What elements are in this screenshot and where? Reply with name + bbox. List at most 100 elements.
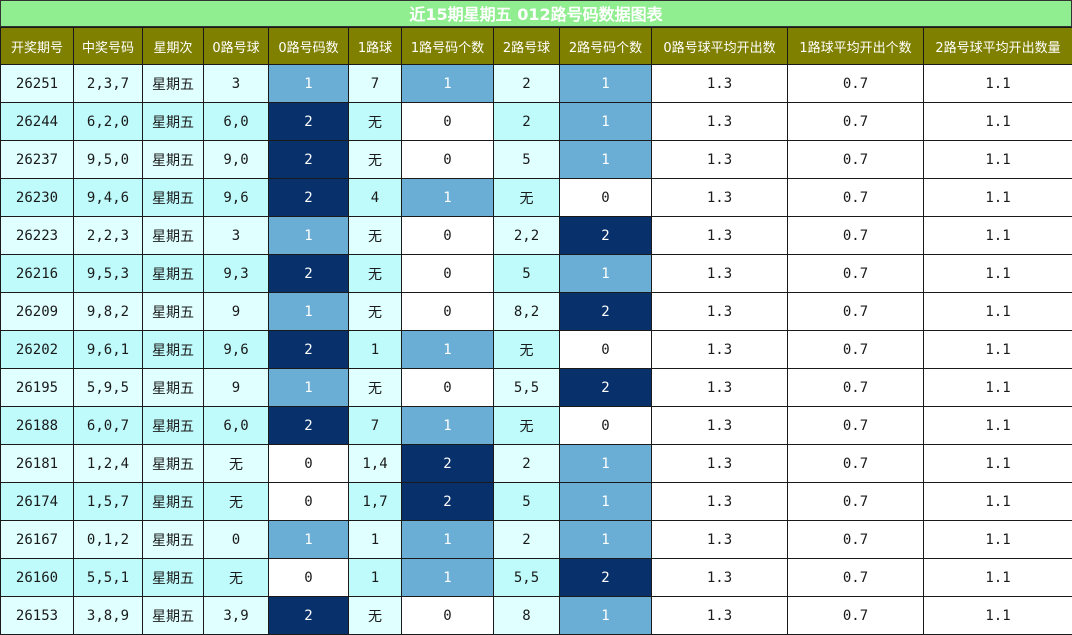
cell-road0-balls: 无 — [204, 445, 269, 483]
cell-road2-avg: 1.1 — [924, 483, 1072, 521]
cell-winning-number: 2,2,3 — [74, 217, 143, 255]
cell-road2-count: 1 — [560, 521, 652, 559]
cell-issue: 26244 — [1, 103, 74, 141]
cell-road0-avg: 1.3 — [652, 141, 788, 179]
cell-road0-avg: 1.3 — [652, 293, 788, 331]
cell-winning-number: 9,5,0 — [74, 141, 143, 179]
cell-road0-balls: 无 — [204, 559, 269, 597]
cell-road2-count: 1 — [560, 445, 652, 483]
cell-road1-count: 1 — [402, 407, 494, 445]
header-road0-avg: 0路号球平均开出数 — [652, 28, 788, 65]
cell-road2-balls: 2,2 — [494, 217, 560, 255]
cell-issue: 26160 — [1, 559, 74, 597]
cell-road2-count: 1 — [560, 103, 652, 141]
cell-road0-balls: 9 — [204, 293, 269, 331]
cell-road1-balls: 1,4 — [349, 445, 402, 483]
cell-road0-count: 1 — [269, 369, 349, 407]
cell-road2-count: 1 — [560, 597, 652, 635]
cell-road2-balls: 5,5 — [494, 369, 560, 407]
cell-weekday: 星期五 — [143, 597, 204, 635]
cell-winning-number: 1,5,7 — [74, 483, 143, 521]
cell-weekday: 星期五 — [143, 65, 204, 103]
cell-road1-avg: 0.7 — [788, 483, 924, 521]
cell-winning-number: 0,1,2 — [74, 521, 143, 559]
cell-road0-balls: 9,3 — [204, 255, 269, 293]
cell-weekday: 星期五 — [143, 331, 204, 369]
cell-road2-avg: 1.1 — [924, 179, 1072, 217]
cell-road0-balls: 9,0 — [204, 141, 269, 179]
cell-winning-number: 5,5,1 — [74, 559, 143, 597]
cell-road1-avg: 0.7 — [788, 255, 924, 293]
cell-road0-count: 1 — [269, 65, 349, 103]
cell-road2-avg: 1.1 — [924, 521, 1072, 559]
cell-road2-balls: 5 — [494, 141, 560, 179]
cell-road1-balls: 无 — [349, 255, 402, 293]
cell-road1-avg: 0.7 — [788, 65, 924, 103]
cell-issue: 26195 — [1, 369, 74, 407]
cell-road2-avg: 1.1 — [924, 217, 1072, 255]
cell-road2-count: 2 — [560, 293, 652, 331]
header-road1-count: 1路号码个数 — [402, 28, 494, 65]
cell-road0-avg: 1.3 — [652, 483, 788, 521]
cell-winning-number: 3,8,9 — [74, 597, 143, 635]
cell-road2-avg: 1.1 — [924, 445, 1072, 483]
cell-road0-avg: 1.3 — [652, 255, 788, 293]
cell-road0-count: 2 — [269, 407, 349, 445]
header-issue: 开奖期号 — [1, 28, 74, 65]
header-road1-balls: 1路球 — [349, 28, 402, 65]
cell-road2-avg: 1.1 — [924, 369, 1072, 407]
cell-road1-balls: 4 — [349, 179, 402, 217]
cell-winning-number: 5,9,5 — [74, 369, 143, 407]
cell-road1-balls: 1 — [349, 521, 402, 559]
cell-winning-number: 9,8,2 — [74, 293, 143, 331]
cell-road2-balls: 5 — [494, 483, 560, 521]
cell-winning-number: 9,5,3 — [74, 255, 143, 293]
cell-road1-count: 0 — [402, 597, 494, 635]
cell-road2-balls: 2 — [494, 65, 560, 103]
cell-winning-number: 9,6,1 — [74, 331, 143, 369]
data-table: 开奖期号 中奖号码 星期次 0路号球 0路号码数 1路球 1路号码个数 2路号球… — [0, 27, 1072, 635]
cell-road1-count: 0 — [402, 103, 494, 141]
cell-weekday: 星期五 — [143, 217, 204, 255]
cell-road1-avg: 0.7 — [788, 141, 924, 179]
cell-road2-balls: 8 — [494, 597, 560, 635]
header-road0-balls: 0路号球 — [204, 28, 269, 65]
cell-road2-balls: 8,2 — [494, 293, 560, 331]
cell-road0-count: 2 — [269, 103, 349, 141]
cell-winning-number: 2,3,7 — [74, 65, 143, 103]
cell-road2-balls: 2 — [494, 521, 560, 559]
cell-issue: 26209 — [1, 293, 74, 331]
cell-road1-count: 1 — [402, 331, 494, 369]
cell-road0-avg: 1.3 — [652, 217, 788, 255]
cell-road1-balls: 无 — [349, 369, 402, 407]
cell-weekday: 星期五 — [143, 179, 204, 217]
cell-issue: 26216 — [1, 255, 74, 293]
cell-issue: 26223 — [1, 217, 74, 255]
header-road2-count: 2路号码个数 — [560, 28, 652, 65]
cell-road1-avg: 0.7 — [788, 217, 924, 255]
cell-road1-count: 0 — [402, 141, 494, 179]
header-weekday: 星期次 — [143, 28, 204, 65]
cell-road0-avg: 1.3 — [652, 179, 788, 217]
cell-road2-count: 0 — [560, 331, 652, 369]
cell-road1-avg: 0.7 — [788, 331, 924, 369]
cell-road2-count: 2 — [560, 369, 652, 407]
cell-road0-avg: 1.3 — [652, 331, 788, 369]
cell-issue: 26167 — [1, 521, 74, 559]
cell-road1-avg: 0.7 — [788, 369, 924, 407]
cell-winning-number: 6,0,7 — [74, 407, 143, 445]
cell-road0-count: 0 — [269, 445, 349, 483]
cell-road0-avg: 1.3 — [652, 65, 788, 103]
cell-road0-count: 2 — [269, 179, 349, 217]
cell-weekday: 星期五 — [143, 559, 204, 597]
cell-road2-avg: 1.1 — [924, 103, 1072, 141]
header-road0-count: 0路号码数 — [269, 28, 349, 65]
